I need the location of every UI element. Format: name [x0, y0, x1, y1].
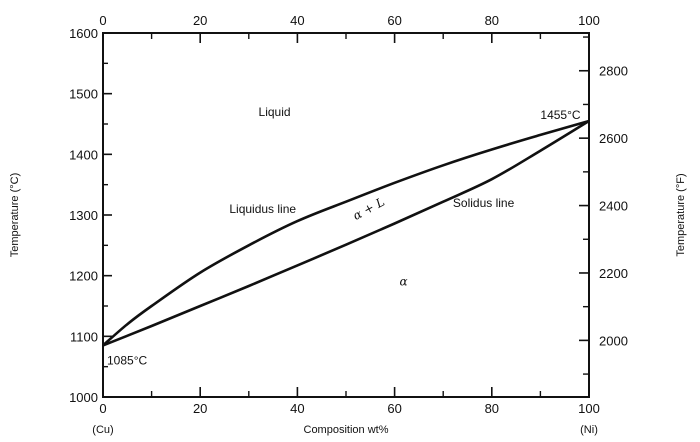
x-tick-label-bottom-60: 60: [387, 401, 401, 416]
y-tick-label-right-2800: 2800: [599, 64, 628, 79]
x-axis-title: Composition wt%: [304, 424, 389, 436]
x-tick-label-bottom-100: 100: [578, 401, 600, 416]
x-tick-label-bottom-40: 40: [290, 401, 304, 416]
y-tick-label-left-1600: 1600: [69, 26, 98, 41]
cu-melting-point-label: 1085°C: [107, 354, 147, 368]
y-tick-label-left-1100: 1100: [70, 329, 98, 344]
x-axis-end-label-cu: (Cu): [92, 424, 113, 436]
series: [102, 119, 590, 347]
x-tick-label-bottom-20: 20: [193, 401, 207, 416]
y-tick-label-right-2600: 2600: [599, 131, 628, 146]
liquidus-line: [102, 119, 590, 347]
y-tick-label-right-2200: 2200: [599, 266, 628, 281]
liquid-region-label: Liquid: [259, 105, 291, 119]
solidus-line-label: Solidus line: [453, 196, 515, 210]
x-tick-label-top-0: 0: [99, 13, 106, 28]
y-tick-label-left-1300: 1300: [69, 208, 98, 223]
y-axis-title-right: Temperature (°F): [675, 173, 687, 256]
x-tick-label-top-60: 60: [387, 13, 401, 28]
y-tick-label-right-2400: 2400: [599, 199, 628, 214]
y-tick-label-right-2000: 2000: [599, 333, 628, 348]
x-tick-label-bottom-80: 80: [485, 401, 499, 416]
y-axis-title-left: Temperature (°C): [9, 173, 21, 257]
y-tick-label-left-1400: 1400: [69, 147, 98, 162]
x-tick-label-top-20: 20: [193, 13, 207, 28]
labels: 0 20 40 60 80 1000 20 40 60 80 1001000110012001300…: [9, 13, 687, 436]
y-tick-label-left-1500: 1500: [69, 87, 98, 102]
x-axis-end-label-ni: (Ni): [580, 424, 598, 436]
alpha-region-label: α: [399, 275, 407, 289]
x-tick-label-top-100: 100: [578, 13, 600, 28]
x-tick-label-bottom-0: 0: [99, 401, 106, 416]
solidus-line: [102, 119, 590, 347]
x-tick-label-top-80: 80: [485, 13, 499, 28]
liquidus-line-label: Liquidus line: [229, 202, 296, 216]
x-tick-label-top-40: 40: [290, 13, 304, 28]
ni-melting-point-label: 1455°C: [540, 108, 580, 122]
y-tick-label-left-1200: 1200: [69, 269, 98, 284]
ticks: [102, 32, 590, 398]
y-tick-label-left-1000: 1000: [69, 390, 98, 405]
